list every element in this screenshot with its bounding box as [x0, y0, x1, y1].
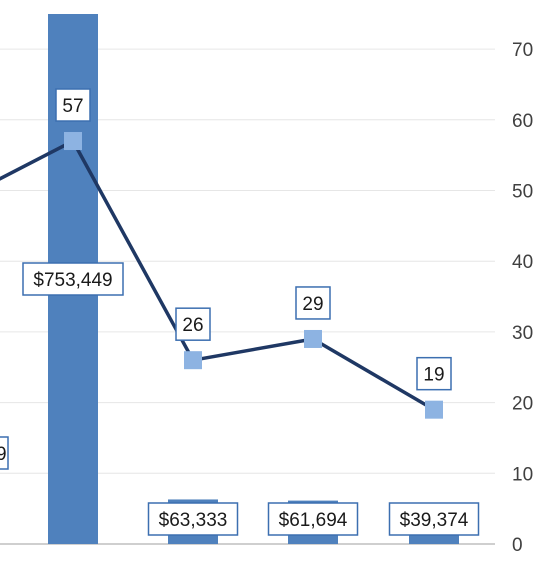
bar-data-label: $753,449	[22, 262, 124, 296]
label-box	[388, 502, 480, 536]
label-box	[416, 356, 452, 391]
line-data-label: 19	[416, 356, 452, 391]
data-labels: $753,449 $63,333 $61,694 $39,374 57 26 29 19 9	[0, 88, 480, 536]
data-label: 57	[62, 96, 83, 117]
axis-tick-label: 20	[512, 394, 533, 415]
line-data-label: 57	[55, 88, 91, 122]
data-label: $39,374	[400, 510, 469, 531]
data-label: 9	[0, 444, 7, 465]
data-label: 26	[182, 315, 203, 336]
label-box	[22, 262, 124, 296]
data-label: $753,449	[33, 270, 112, 291]
partial-data-label: 9	[0, 436, 9, 470]
axis-tick-label: 60	[512, 111, 533, 132]
data-label: $63,333	[159, 510, 228, 531]
bar-data-label: $39,374	[388, 502, 480, 536]
label-box	[55, 88, 91, 122]
line-data-label: 29	[295, 286, 331, 320]
data-label: 19	[423, 365, 444, 386]
line-point	[184, 351, 202, 370]
bar-data-label: $63,333	[147, 502, 239, 536]
axis-tick-label: 0	[512, 535, 523, 556]
axis-tick-label: 70	[512, 40, 533, 61]
axis-tick-label: 40	[512, 252, 533, 273]
label-box	[0, 436, 9, 470]
label-box	[175, 307, 211, 341]
line-point	[425, 400, 443, 419]
line-point	[64, 132, 82, 151]
label-box	[267, 502, 359, 536]
line-data-label: 26	[175, 307, 211, 341]
axis-tick-label: 50	[512, 182, 533, 203]
data-label: $61,694	[279, 510, 348, 531]
axis-tick-label: 30	[512, 323, 533, 344]
line-series	[0, 132, 443, 419]
right-axis: 0 10 20 30 40 50 60 70	[512, 40, 533, 556]
line-point	[304, 329, 322, 348]
label-box	[295, 286, 331, 320]
axis-tick-label: 10	[512, 464, 533, 485]
label-box	[147, 502, 239, 536]
bar-data-label: $61,694	[267, 502, 359, 536]
data-label: 29	[302, 294, 323, 315]
